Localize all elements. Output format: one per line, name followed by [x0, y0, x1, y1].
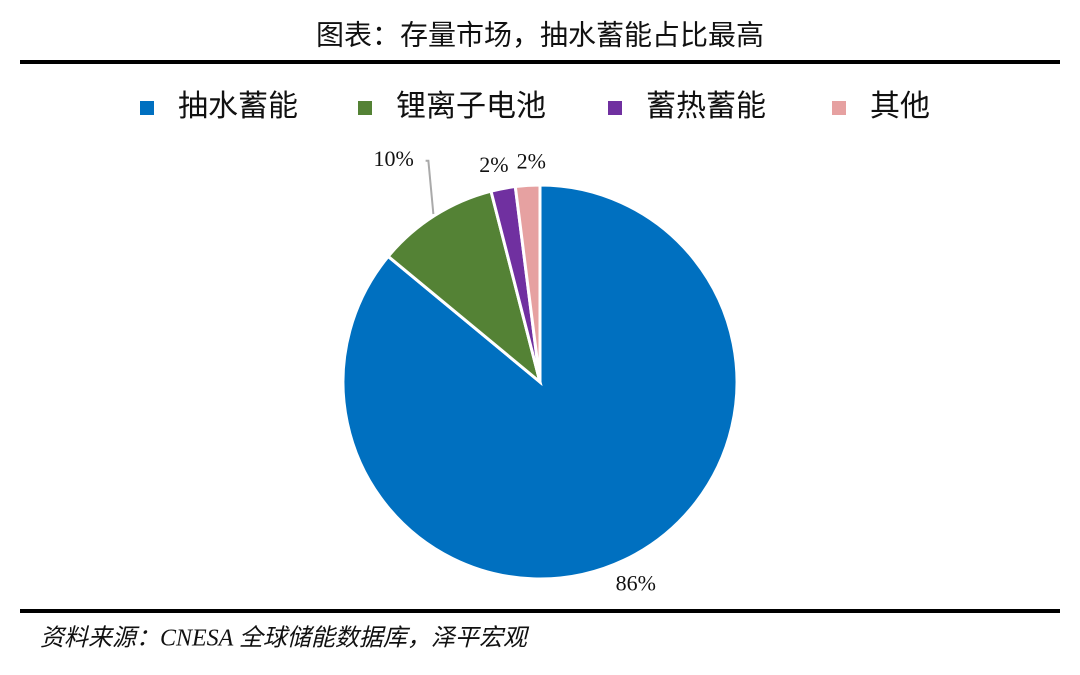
chart-title: 图表：存量市场，抽水蓄能占比最高 [316, 19, 764, 51]
pie-slice [341, 183, 739, 581]
data-label: 2% [479, 152, 508, 177]
data-label: 2% [517, 148, 546, 173]
leader-line [425, 159, 435, 215]
pie-slice [513, 183, 542, 383]
legend-label: 抽水蓄能 [178, 90, 298, 123]
source-note: 资料来源：CNESA 全球储能数据库，泽平宏观 [40, 625, 530, 652]
legend-label: 蓄热蓄能 [646, 90, 766, 123]
legend-swatch [140, 101, 154, 115]
legend-label: 锂离子电池 [396, 90, 546, 123]
legend-swatch [608, 101, 622, 115]
data-label: 86% [616, 571, 656, 596]
legend-label: 其他 [870, 90, 930, 123]
legend-swatch [832, 101, 846, 115]
data-label: 10% [373, 146, 413, 171]
legend-swatch [358, 101, 372, 115]
